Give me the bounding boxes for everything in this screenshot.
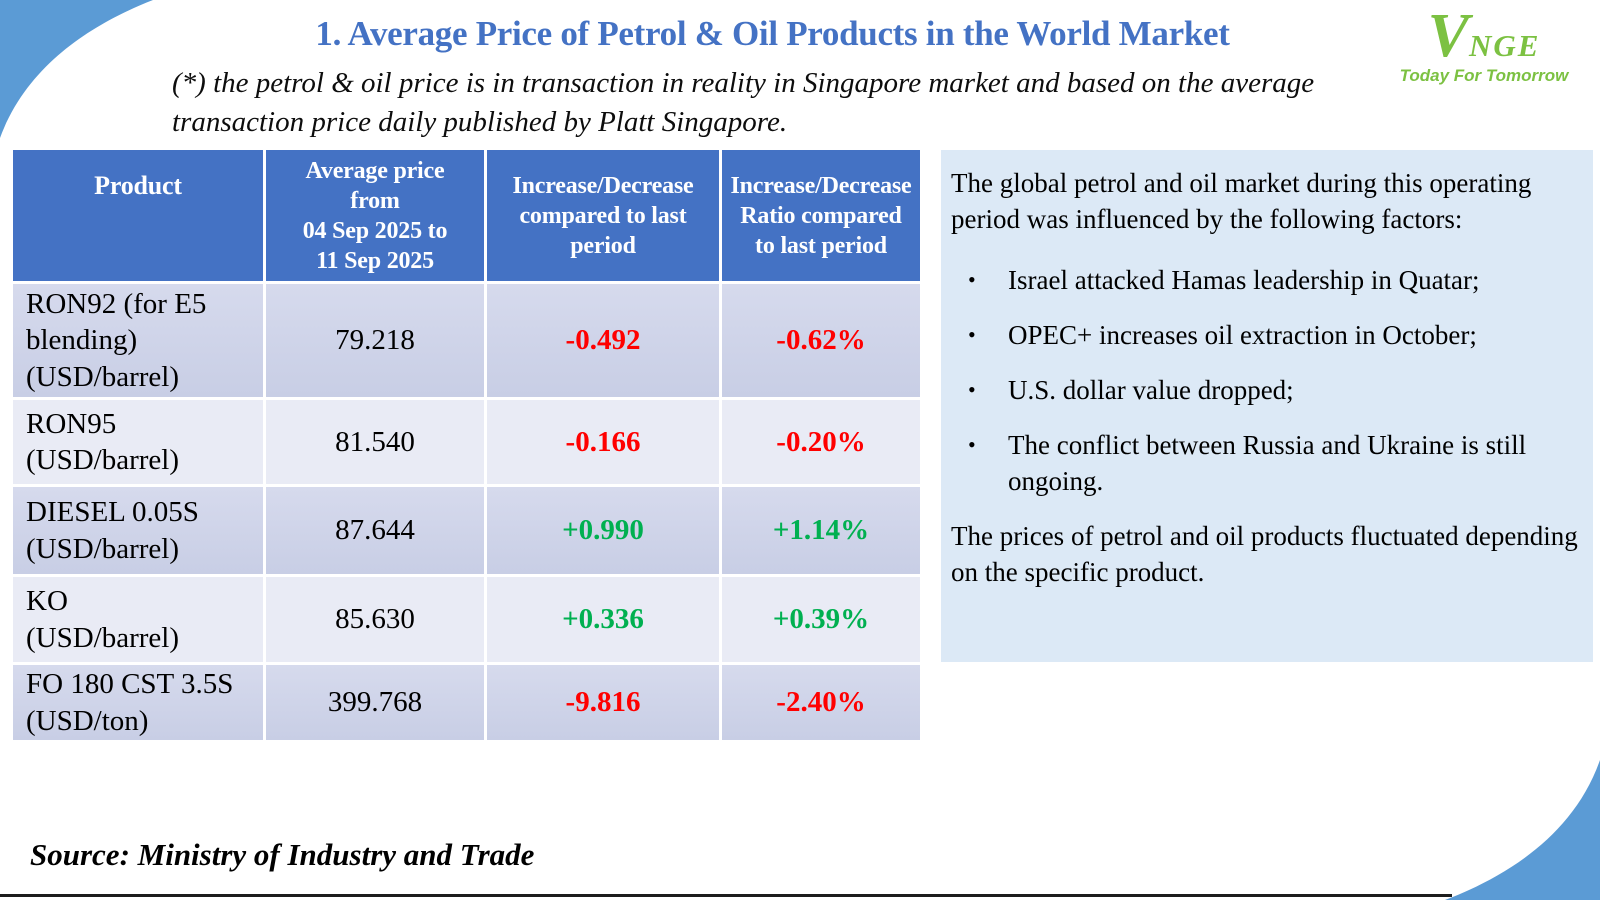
- table-row-product: RON95 (USD/barrel): [13, 400, 263, 484]
- table-row-change: -0.166: [487, 400, 719, 484]
- bullet-dot: •: [968, 267, 976, 292]
- bottom-divider-line: [0, 894, 1452, 897]
- source-citation: Source: Ministry of Industry and Trade: [30, 837, 535, 872]
- bullet-dot: •: [968, 322, 976, 347]
- bullet-text: Israel attacked Hamas leadership in Quat…: [1008, 265, 1480, 295]
- corner-decoration-bottom-right: [1445, 760, 1600, 900]
- table-row-change: -0.492: [487, 284, 719, 397]
- table-header-average-price: Average price from 04 Sep 2025 to 11 Sep…: [266, 150, 484, 281]
- table-row-price: 79.218: [266, 284, 484, 397]
- table-header-change: Increase/Decrease compared to last perio…: [487, 150, 719, 281]
- bullet-text: U.S. dollar value dropped;: [1008, 375, 1294, 405]
- table-row-price: 81.540: [266, 400, 484, 484]
- table-row-product: KO (USD/barrel): [13, 577, 263, 662]
- table-row-ratio: +1.14%: [722, 487, 920, 574]
- table-header-change-ratio: Increase/Decrease Ratio compared to last…: [722, 150, 920, 281]
- price-table: Product Average price from 04 Sep 2025 t…: [13, 150, 920, 740]
- table-row-price: 85.630: [266, 577, 484, 662]
- table-row-ratio: -2.40%: [722, 665, 920, 740]
- market-factors-panel: The global petrol and oil market during …: [941, 150, 1593, 662]
- table-row-change: +0.336: [487, 577, 719, 662]
- panel-intro-text: The global petrol and oil market during …: [951, 168, 1532, 234]
- bullet-text: OPEC+ increases oil extraction in Octobe…: [1008, 320, 1477, 350]
- table-row-change: +0.990: [487, 487, 719, 574]
- table-row-ratio: -0.20%: [722, 400, 920, 484]
- corner-decoration-top-left: [0, 0, 153, 138]
- list-item: • OPEC+ increases oil extraction in Octo…: [951, 317, 1579, 353]
- company-logo: V NGE Today For Tomorrow: [1394, 2, 1574, 86]
- table-row-price: 87.644: [266, 487, 484, 574]
- bullet-dot: •: [968, 432, 976, 457]
- list-item: • The conflict between Russia and Ukrain…: [951, 427, 1579, 499]
- table-row-ratio: -0.62%: [722, 284, 920, 397]
- list-item: • Israel attacked Hamas leadership in Qu…: [951, 262, 1579, 298]
- logo-tagline: Today For Tomorrow: [1399, 66, 1569, 85]
- table-row-product: DIESEL 0.05S (USD/barrel): [13, 487, 263, 574]
- page-title: 1. Average Price of Petrol & Oil Product…: [315, 14, 1230, 53]
- list-item: • U.S. dollar value dropped;: [951, 372, 1579, 408]
- bullet-text: The conflict between Russia and Ukraine …: [1008, 430, 1527, 496]
- corner-swoosh-shape: [1445, 760, 1600, 900]
- subtitle-note: (*) the petrol & oil price is in transac…: [172, 67, 1315, 138]
- logo-v-checkmark-glyph: V: [1427, 2, 1469, 70]
- table-header-product: Product: [13, 150, 263, 281]
- table-row-product: FO 180 CST 3.5S (USD/ton): [13, 665, 263, 740]
- panel-outro-text: The prices of petrol and oil products fl…: [951, 521, 1578, 587]
- table-row-price: 399.768: [266, 665, 484, 740]
- bullet-dot: •: [968, 377, 976, 402]
- table-row-product: RON92 (for E5 blending) (USD/barrel): [13, 284, 263, 397]
- logo-name-text: NGE: [1468, 28, 1541, 63]
- table-row-ratio: +0.39%: [722, 577, 920, 662]
- table-row-change: -9.816: [487, 665, 719, 740]
- corner-swoosh-shape: [0, 0, 153, 138]
- logo-wordmark: V NGE: [1394, 2, 1574, 70]
